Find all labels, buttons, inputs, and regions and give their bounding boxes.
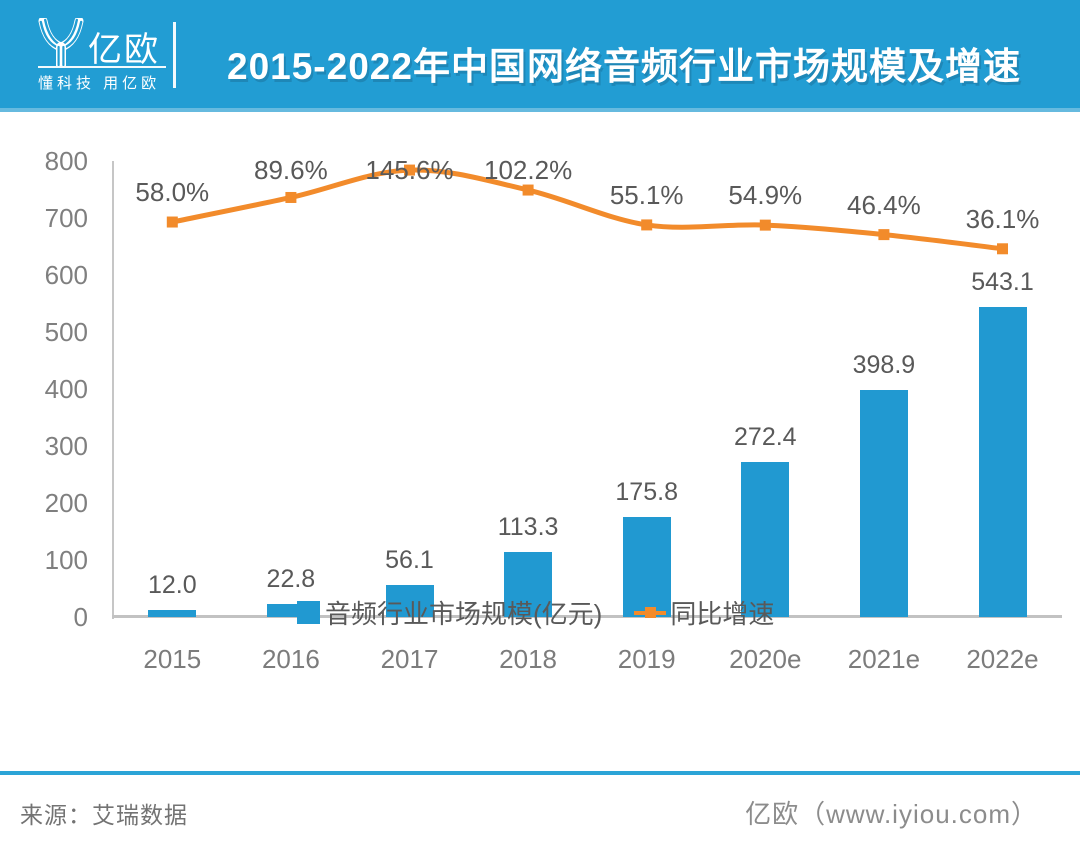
y-axis-tick: 100 [44,545,88,575]
x-axis-label: 2022e [966,644,1039,674]
logo-name: 亿欧 [88,31,160,69]
x-axis-label: 2017 [380,644,439,674]
y-axis-tick: 500 [44,317,88,347]
growth-point-label: 36.1% [965,203,1040,234]
x-axis-label: 2019 [617,644,676,674]
bar-value-label: 22.8 [266,565,316,593]
growth-point-marker [522,184,534,196]
bar-value-label: 175.8 [615,477,678,506]
legend-item-growth-rate: 同比增速 [634,594,774,631]
y-axis-tick: 400 [44,374,88,404]
growth-point-marker [166,216,178,228]
y-axis-tick: 700 [44,203,88,233]
brand-logo: 亿欧 懂科技 用亿欧 [34,14,184,98]
bar-2019 [622,516,671,617]
bar-2021e [859,389,908,617]
y-axis-line [112,161,114,619]
bar-value-label: 113.3 [497,513,559,542]
chart-legend: 音频行业市场规模(亿元) 同比增速 [297,594,774,631]
logo-tagline: 懂科技 用亿欧 [38,75,161,92]
x-axis-label: 2018 [499,644,558,674]
bar-value-label: 543.1 [971,268,1034,297]
header-divider [173,22,176,88]
legend-label: 音频行业市场规模(亿元) [325,599,603,629]
growth-point-marker [759,219,771,231]
credit-text: 亿欧（www.iyiou.com） [745,799,1038,829]
x-axis-label: 2020e [729,644,802,674]
header-banner: 亿欧 懂科技 用亿欧 2015-2022年中国网络音频行业市场规模及增速 [0,0,1080,112]
line-series-swatch-icon [634,601,667,624]
growth-point-label: 89.6% [254,155,328,185]
bar-value-label: 12.0 [147,571,197,600]
bar-2017 [385,585,434,617]
bar-2022e [978,307,1027,617]
y-axis-tick: 0 [73,602,88,632]
bar-2020e [741,461,790,617]
bar-value-label: 272.4 [734,422,797,451]
growth-point-label: 145.6% [365,155,454,185]
bar-value-label: 56.1 [385,546,434,575]
y-axis-tick: 800 [44,146,88,176]
logo-underline [38,66,166,68]
footer-divider [0,771,1080,775]
legend-item-market-size: 音频行业市场规模(亿元) [297,594,602,631]
legend-label: 同比增速 [670,599,775,629]
data-source-text: 来源：艾瑞数据 [20,802,188,828]
growth-point-label: 54.9% [728,180,803,211]
bar-2018 [504,552,553,617]
x-axis-label: 2021e [847,644,921,674]
growth-point-label: 46.4% [847,189,921,220]
growth-point-marker [285,191,297,203]
bar-value-label: 398.9 [852,350,916,379]
growth-point-label: 102.2% [484,155,573,185]
page-title: 2015-2022年中国网络音频行业市场规模及增速 [227,46,1021,87]
x-axis-label: 2015 [143,644,202,674]
x-axis-line [112,615,1062,618]
growth-point-marker [997,243,1008,255]
y-axis-tick: 300 [44,431,88,461]
yiou-logo-icon [38,18,84,66]
x-axis-label: 2016 [261,644,320,674]
y-axis-tick: 200 [44,488,88,518]
growth-point-label: 55.1% [609,179,684,210]
growth-point-marker [878,229,890,241]
bar-series-swatch-icon [297,601,320,624]
growth-point-label: 58.0% [135,177,210,208]
bar-2015 [148,610,197,617]
y-axis-tick: 600 [44,260,88,290]
growth-point-marker [641,219,653,231]
combo-chart: 0 100 200 300 400 500 600 700 800 12.0 2015 22.8 201… [0,108,1080,768]
